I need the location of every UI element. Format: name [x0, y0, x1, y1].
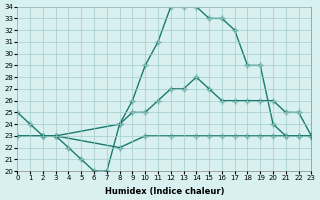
X-axis label: Humidex (Indice chaleur): Humidex (Indice chaleur)	[105, 187, 224, 196]
